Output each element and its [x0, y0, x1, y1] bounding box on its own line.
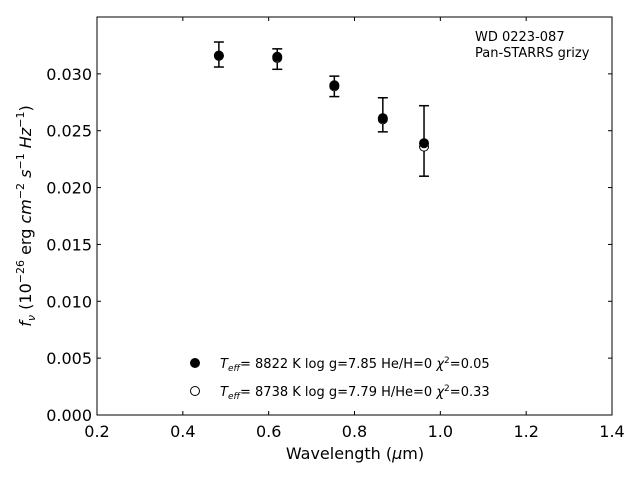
data-point-filled — [419, 138, 430, 149]
plot-frame — [96, 16, 613, 416]
y-tick-label: 0.025 — [46, 122, 92, 141]
series-h-he-points — [213, 50, 430, 152]
x-tick-label: 0.8 — [342, 422, 367, 441]
x-tick-label: 0.6 — [256, 422, 281, 441]
data-point-filled — [377, 113, 388, 124]
data-point-filled — [272, 51, 283, 62]
series-he-h-points — [213, 50, 430, 149]
y-tick-label: 0.020 — [46, 179, 92, 198]
y-tick-label: 0.000 — [46, 406, 92, 425]
legend-marker-filled — [190, 358, 200, 368]
x-tick-label: 0.2 — [84, 422, 109, 441]
annotation-line-1: WD 0223-087 — [475, 30, 565, 45]
y-tick-label: 0.010 — [46, 292, 92, 311]
x-tick-label: 1.0 — [428, 422, 453, 441]
legend-entry-2: Teff= 8738 K log g=7.79 H/He=0 χ2=0.33 — [220, 384, 490, 402]
y-tick-label: 0.015 — [46, 235, 92, 254]
data-point-filled — [213, 50, 224, 61]
legend-marker-open — [190, 386, 200, 396]
y-axis-ticks: 0.000 0.005 0.010 0.015 0.020 0.025 0.030 — [46, 65, 612, 425]
y-axis-label: fν (10−26 erg cm−2 s−1 Hz−1) — [14, 105, 38, 326]
observed-error-bars — [213, 41, 430, 177]
x-axis-label: Wavelength (μm) — [286, 444, 424, 463]
y-tick-label: 0.005 — [46, 349, 92, 368]
y-tick-label: 0.030 — [46, 65, 92, 84]
data-point-filled — [329, 80, 340, 91]
x-tick-label: 1.2 — [513, 422, 538, 441]
x-tick-label: 0.4 — [170, 422, 195, 441]
legend-entry-1: Teff= 8822 K log g=7.85 He/H=0 χ2=0.05 — [220, 356, 490, 374]
x-axis-ticks: 0.2 0.4 0.6 0.8 1.0 1.2 1.4 — [84, 17, 625, 441]
legend: Teff= 8822 K log g=7.85 He/H=0 χ2=0.05 T… — [190, 356, 490, 402]
annotation-line-2: Pan-STARRS grizy — [475, 46, 590, 61]
x-tick-label: 1.4 — [599, 422, 624, 441]
